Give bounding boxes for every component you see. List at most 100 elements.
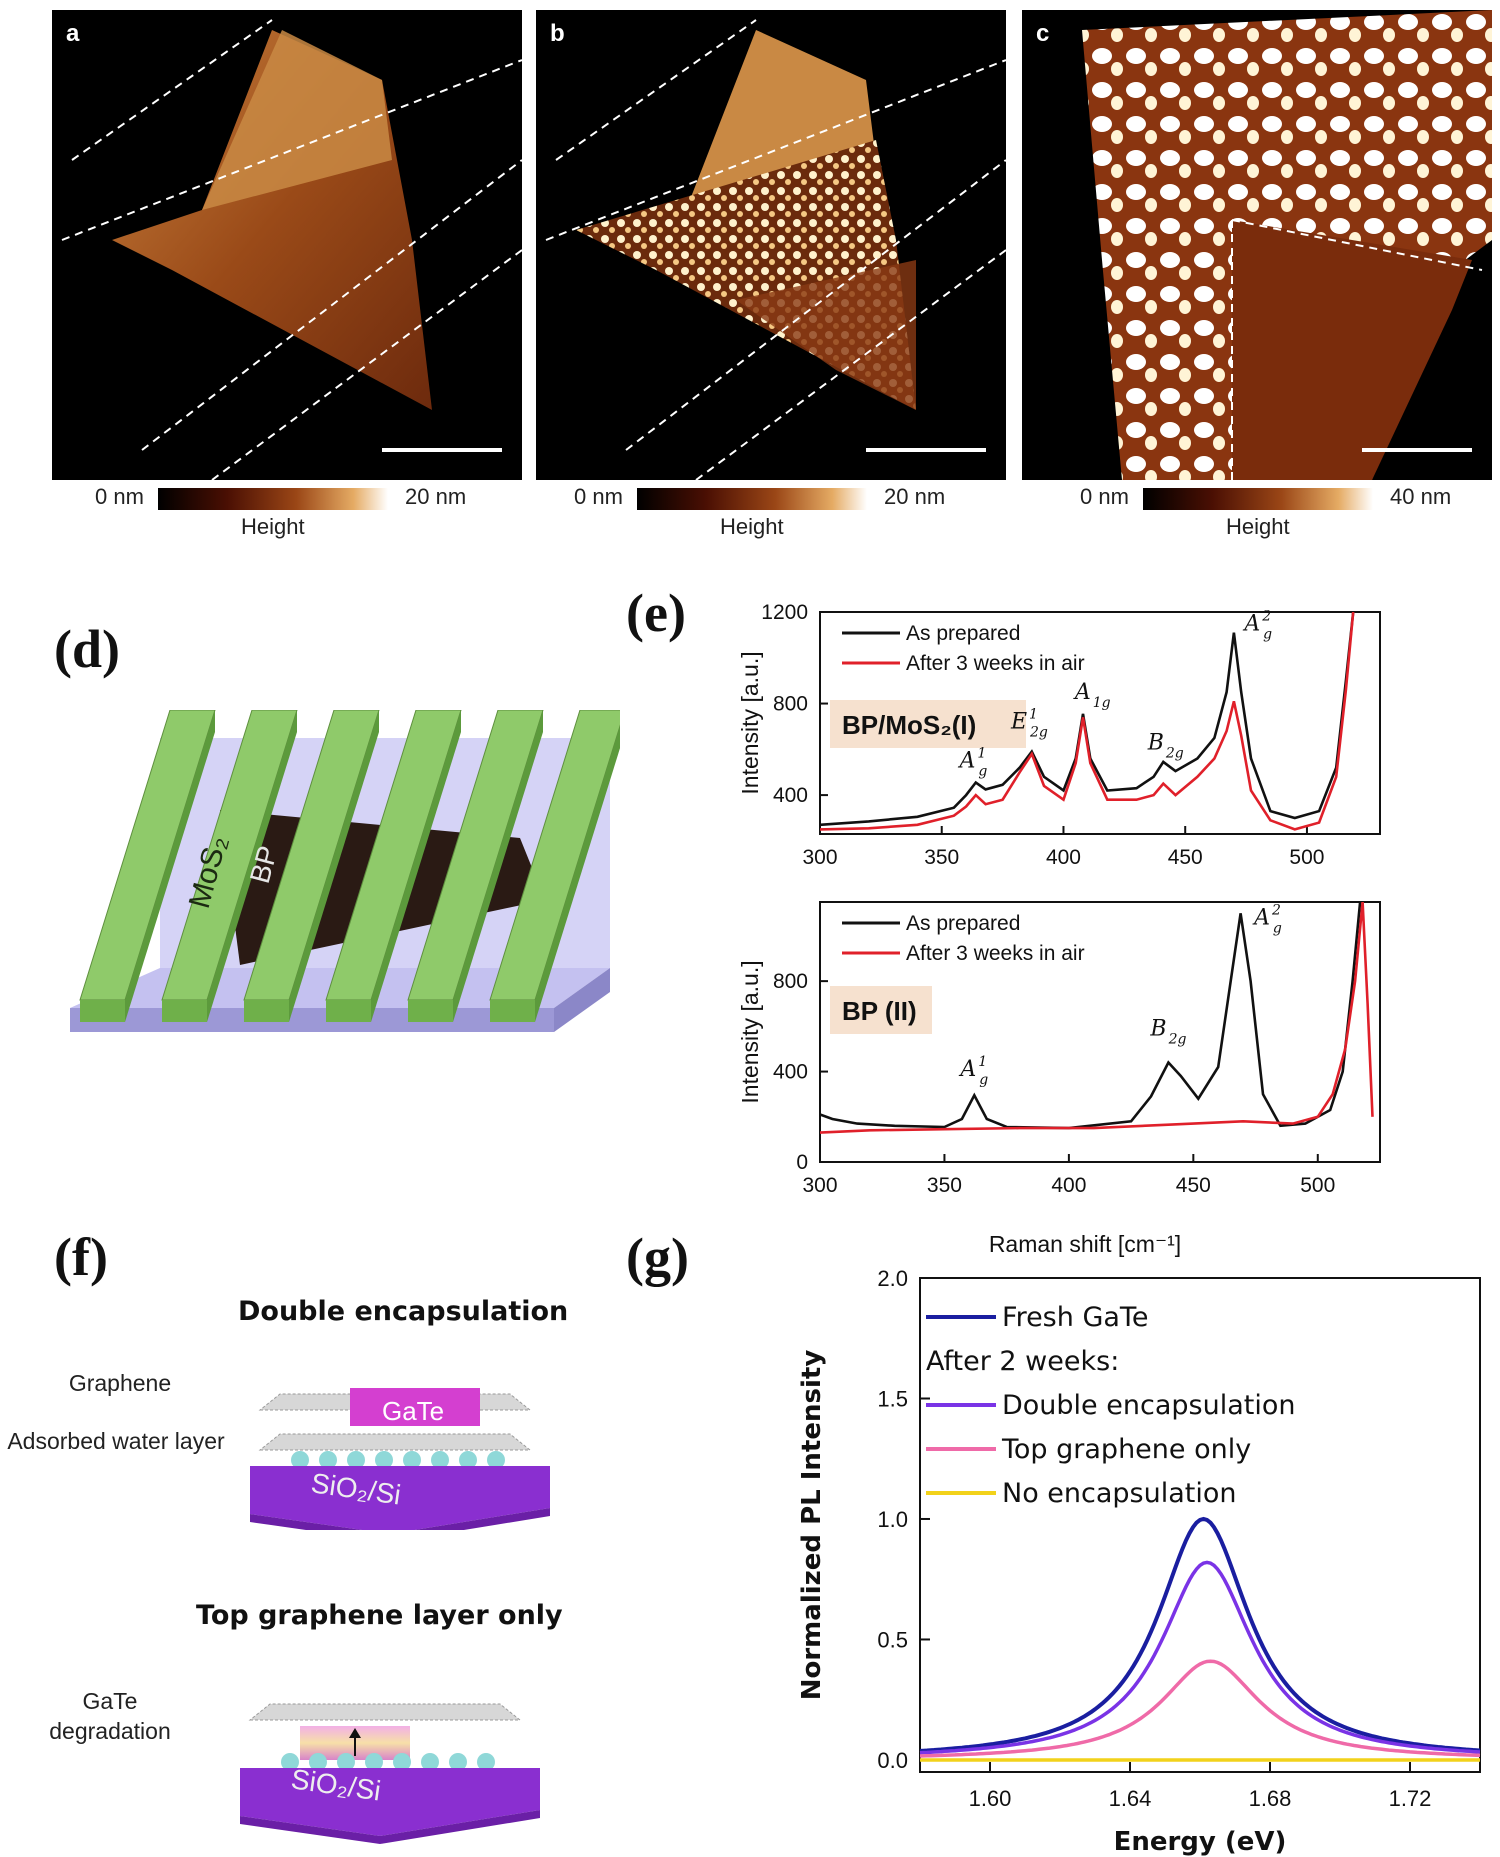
- colorbar-a-min: 0 nm: [95, 484, 144, 509]
- sio2-substrate-edge: [240, 1810, 540, 1844]
- x-axis-title-e: Raman shift [cm⁻¹]: [989, 1231, 1181, 1257]
- afm-letter-c: c: [1036, 20, 1050, 47]
- electrode-front-2: [162, 1000, 207, 1022]
- x-tick-label: 500: [1289, 846, 1324, 869]
- x-tick-label: 350: [924, 846, 959, 869]
- water-molecule: [449, 1753, 467, 1771]
- afm-image-c: [1022, 10, 1492, 480]
- label-gate-degradation: GaTe degradation: [49, 1688, 171, 1744]
- water-molecule: [337, 1753, 355, 1771]
- series-line-after-air: [820, 902, 1374, 1134]
- x-tick-label: 1.72: [1389, 1786, 1432, 1811]
- y-axis-title-g: Normalized PL Intensity: [797, 1350, 827, 1701]
- legend-label: Fresh GaTe: [1002, 1302, 1148, 1333]
- colorbar-a-max: 20 nm: [405, 484, 467, 509]
- title-double-encapsulation: Double encapsulation: [238, 1296, 569, 1327]
- water-molecule: [365, 1753, 383, 1771]
- water-molecule: [477, 1753, 495, 1771]
- x-tick-label: 400: [1051, 1174, 1086, 1197]
- peak-label: B 2g: [1149, 1016, 1186, 1047]
- electrode-front-4: [326, 1000, 371, 1022]
- x-tick-label: 400: [1046, 846, 1081, 869]
- x-tick-label: 500: [1300, 1174, 1335, 1197]
- arrow-head-icon: [349, 1728, 361, 1738]
- series-line-as-prepared: [820, 612, 1355, 827]
- sio2-substrate-edge: [250, 1508, 550, 1530]
- legend-label: Double encapsulation: [1002, 1390, 1295, 1421]
- water-molecule: [347, 1451, 365, 1469]
- plot-frame-g: [919, 1277, 1481, 1773]
- panel-letter-f: (f): [54, 1227, 108, 1287]
- plot-frame-e-bottom: [819, 901, 1381, 1163]
- y-axis-title-e-bottom: Intensity [a.u.]: [737, 960, 763, 1103]
- y-tick-label: 400: [773, 1061, 808, 1084]
- colorbar-b: [637, 488, 867, 510]
- x-tick-label: 450: [1176, 1174, 1211, 1197]
- pl-chart-g: 1.60 1.64 1.68 1.72 0.0 0.5 1.0 1.5 2.0 Energy (e…: [797, 1266, 1481, 1857]
- electrode-front-1: [80, 1000, 125, 1022]
- peak-label: B 2g: [1147, 730, 1184, 761]
- series-line-as-prepared: [820, 902, 1362, 1130]
- title-top-graphene-only: Top graphene layer only: [196, 1600, 563, 1631]
- stack-double-gate-label: GaTe: [382, 1396, 444, 1426]
- y-tick-label: 1200: [761, 601, 808, 624]
- y-tick-label: 0.5: [877, 1627, 908, 1652]
- stack-double: GaTe SiO₂/Si: [250, 1388, 550, 1530]
- colorbar-b-max: 20 nm: [884, 484, 946, 509]
- y-tick-label: 1.5: [877, 1386, 908, 1411]
- series-line-fresh-gate: [919, 1516, 1481, 1753]
- water-molecule: [459, 1451, 477, 1469]
- sample-label: BP (II): [842, 996, 917, 1026]
- colorbar-a-title: Height: [241, 514, 305, 539]
- colorbar-c-max: 40 nm: [1390, 484, 1452, 509]
- panel-letter-d: (d): [54, 619, 120, 679]
- x-tick-label: 1.68: [1249, 1786, 1292, 1811]
- sample-label: BP/MoS₂(I): [842, 710, 976, 740]
- electrode-front-6: [490, 1000, 535, 1022]
- water-molecule: [375, 1451, 393, 1469]
- afm-letter-a: a: [66, 20, 80, 47]
- water-molecule: [309, 1753, 327, 1771]
- gate-layer: [350, 1388, 480, 1426]
- series-line-top-graphene-only: [919, 1659, 1481, 1758]
- colorbar-c-title: Height: [1226, 514, 1290, 539]
- x-axis-title-g: Energy (eV): [1114, 1827, 1287, 1857]
- sio2-substrate: [240, 1768, 540, 1836]
- colorbar-c-min: 0 nm: [1080, 484, 1129, 509]
- water-molecule: [291, 1451, 309, 1469]
- electrode-side-5: [453, 710, 543, 1022]
- legend-label: After 3 weeks in air: [906, 652, 1085, 675]
- electrode-side-2: [207, 710, 297, 1022]
- y-tick-label: 0: [796, 1151, 808, 1174]
- legend-label: No encapsulation: [1002, 1478, 1237, 1509]
- legend-heading: After 2 weeks:: [926, 1346, 1119, 1377]
- graphene-top-sheet: [248, 1703, 522, 1721]
- afm-image-b: [536, 10, 1006, 480]
- legend-label: As prepared: [906, 622, 1020, 645]
- y-tick-label: 800: [773, 693, 808, 716]
- electrode-side-6: [535, 726, 620, 1022]
- device-schematic-d: MoS₂ BP: [70, 710, 620, 1032]
- water-molecule: [431, 1451, 449, 1469]
- x-tick-label: 350: [927, 1174, 962, 1197]
- colorbar-a: [158, 488, 388, 510]
- water-molecule: [421, 1753, 439, 1771]
- y-tick-label: 1.0: [877, 1507, 908, 1532]
- y-tick-label: 2.0: [877, 1266, 908, 1291]
- label-adsorbed-water: Adsorbed water layer: [7, 1428, 225, 1454]
- panel-letter-g: (g): [626, 1227, 689, 1287]
- legend-label: After 3 weeks in air: [906, 942, 1085, 965]
- afm-image-a: [52, 10, 522, 480]
- series-line-double-encapsulation: [919, 1560, 1481, 1755]
- electrode-front-5: [408, 1000, 453, 1022]
- sample-label-box: [830, 700, 1026, 748]
- raman-chart-e: 300 350 400 450 500 400 800 1200 Intensity [a.u.…: [737, 601, 1381, 1257]
- legend-label: Top graphene only: [1001, 1434, 1251, 1465]
- x-tick-label: 300: [802, 1174, 837, 1197]
- electrode-front-3: [244, 1000, 289, 1022]
